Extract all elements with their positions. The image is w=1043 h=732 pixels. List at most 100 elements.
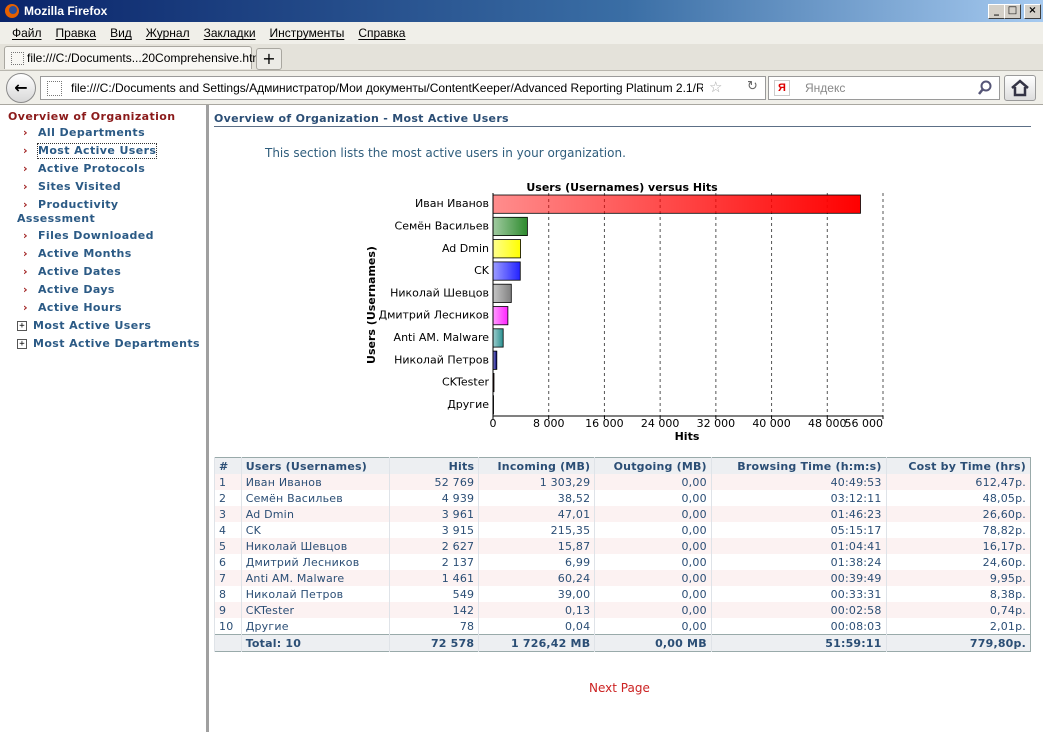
menu-item[interactable]: Журнал — [145, 26, 190, 40]
window-title: Mozilla Firefox — [24, 4, 108, 18]
sidebar-link[interactable]: › Active Days — [17, 283, 197, 297]
home-icon — [1011, 79, 1029, 97]
table-cell: 16,17р. — [885, 538, 1031, 554]
menu-item[interactable]: Закладки — [203, 26, 256, 40]
table-row: 6 Дмитрий Лесников 2 137 6,99 0,00 01:38:24 24… — [214, 554, 1031, 570]
new-tab-button[interactable]: + — [256, 48, 282, 70]
sidebar-link[interactable]: › Active Dates — [17, 265, 197, 279]
table-cell: 00:39:49 — [710, 570, 887, 586]
sidebar-link[interactable]: › Sites Visited — [17, 180, 197, 194]
sidebar-link[interactable]: › Most Active Users — [17, 143, 197, 159]
table-cell: 9,95р. — [885, 570, 1031, 586]
table-cell: 549 — [389, 586, 479, 602]
table-cell: 8,38р. — [885, 586, 1031, 602]
sidebar-link[interactable]: › Active Months — [17, 247, 197, 261]
menu-item[interactable]: Файл — [12, 26, 42, 40]
menu-item[interactable]: Правка — [55, 26, 97, 40]
table-cell: 48,05р. — [885, 490, 1031, 506]
arrow-icon: › — [23, 247, 28, 260]
arrow-icon: › — [23, 144, 28, 157]
column-header[interactable]: Incoming (MB) — [478, 457, 595, 474]
table-cell: 39,00 — [478, 586, 595, 602]
sidebar-link[interactable]: › Active Protocols — [17, 162, 197, 176]
table-cell: Иван Иванов — [240, 474, 390, 490]
sidebar: Overview of Organization › All Department… — [0, 105, 209, 732]
sidebar-heading[interactable]: Overview of Organization — [8, 110, 176, 123]
sidebar-group[interactable]: + Most Active Users — [17, 319, 152, 332]
arrow-icon: › — [23, 265, 28, 278]
table-cell: 0,00 — [594, 490, 712, 506]
column-header[interactable]: Outgoing (MB) — [594, 457, 712, 474]
sidebar-link-text: Productivity Assessment — [17, 198, 119, 225]
sidebar-link[interactable]: › Active Hours — [17, 301, 197, 315]
table-cell: 0,00 — [594, 554, 712, 570]
sidebar-group-text: Most Active Users — [33, 319, 152, 332]
table-row: 7 Anti AM. Malware 1 461 60,24 0,00 00:39:49 9… — [214, 570, 1031, 586]
table-cell: 01:38:24 — [710, 554, 887, 570]
tab[interactable]: file:///C:/Documents...20Comprehensive.h… — [4, 46, 265, 69]
menu-bar: Файл Правка Вид Журнал Закладки Инструменты Сп… — [0, 22, 1043, 44]
table-cell: 0,00 — [594, 538, 712, 554]
sidebar-link[interactable]: › Files Downloaded — [17, 229, 197, 243]
sidebar-link-text: Most Active Users — [36, 143, 158, 159]
bar — [492, 306, 509, 326]
x-tick-label: 48 000 — [808, 417, 847, 430]
table-cell: 15,87 — [478, 538, 595, 554]
search-engine-icon[interactable]: Я — [774, 80, 790, 96]
table-cell: 3 961 — [389, 506, 479, 522]
table-cell: 1 461 — [389, 570, 479, 586]
table-cell: 7 — [214, 570, 242, 586]
table-cell: 0,04 — [478, 618, 595, 635]
table-row: 4 CK 3 915 215,35 0,00 05:15:17 78,82р. — [214, 522, 1031, 538]
tab-bar: file:///C:/Documents...20Comprehensive.h… — [0, 44, 1043, 71]
column-header[interactable]: # — [214, 457, 242, 474]
table-cell: Другие — [240, 618, 390, 635]
x-tick-label: 32 000 — [697, 417, 736, 430]
home-button[interactable] — [1004, 75, 1036, 101]
table-cell: Николай Петров — [240, 586, 390, 602]
table-cell: 47,01 — [478, 506, 595, 522]
table-cell-blank — [214, 634, 242, 652]
bar — [492, 350, 498, 370]
sidebar-link[interactable]: › Productivity Assessment — [17, 198, 197, 226]
column-header[interactable]: Cost by Time (hrs) — [885, 457, 1031, 474]
close-button[interactable]: × — [1024, 4, 1041, 19]
menu-item[interactable]: Справка — [358, 26, 406, 40]
x-tick-label: 56 000 — [845, 417, 884, 430]
y-tick-label: Николай Петров — [394, 353, 489, 366]
arrow-icon: › — [23, 283, 28, 296]
back-button[interactable]: ← — [6, 73, 36, 103]
table-cell: 60,24 — [478, 570, 595, 586]
sidebar-link-text: Active Protocols — [38, 162, 146, 175]
sidebar-link[interactable]: › All Departments — [17, 126, 197, 140]
table-cell: 8 — [214, 586, 242, 602]
column-header[interactable]: Browsing Time (h:m:s) — [710, 457, 887, 474]
maximize-button[interactable]: □ — [1004, 4, 1021, 19]
sidebar-group-text: Most Active Departments — [33, 337, 200, 350]
table-row: 9 CKTester 142 0,13 0,00 00:02:58 0,74р. — [214, 602, 1031, 618]
arrow-icon: › — [23, 180, 28, 193]
menu-item[interactable]: Инструменты — [269, 26, 345, 40]
search-box[interactable]: Я Яндекс — [768, 76, 1000, 100]
column-header[interactable]: Hits — [389, 457, 479, 474]
bookmark-star[interactable]: ☆ — [709, 78, 723, 96]
expand-icon: + — [17, 321, 27, 331]
firefox-icon — [5, 4, 19, 18]
x-tick-label: 24 000 — [641, 417, 680, 430]
table-cell: 9 — [214, 602, 242, 618]
menu-item[interactable]: Вид — [110, 26, 132, 40]
table-cell: 2 137 — [389, 554, 479, 570]
address-bar[interactable]: file:///C:/Documents and Settings/Админи… — [40, 76, 766, 100]
y-tick-label: Иван Иванов — [415, 197, 489, 210]
total-cell: Total: 10 — [240, 634, 390, 652]
search-button[interactable] — [977, 80, 993, 96]
next-page-link[interactable]: Next Page — [589, 681, 650, 695]
table-cell: 0,00 — [594, 570, 712, 586]
total-cell: 0,00 MB — [594, 634, 712, 652]
column-header[interactable]: Users (Usernames) — [240, 457, 390, 474]
sidebar-group[interactable]: + Most Active Departments — [17, 337, 200, 350]
reload-button[interactable]: ↻ — [747, 79, 758, 94]
minimize-button[interactable]: _ — [988, 4, 1005, 19]
table-total-row: Total: 10 72 578 1 726,42 MB 0,00 MB 51:59:1… — [214, 634, 1031, 652]
y-tick-label: Дмитрий Лесников — [378, 309, 489, 322]
